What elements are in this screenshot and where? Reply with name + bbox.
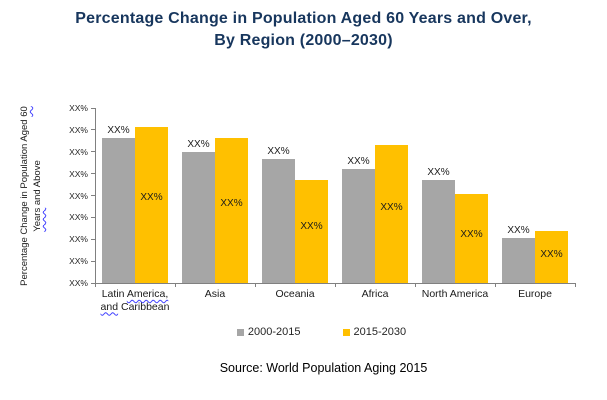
y-axis-tick-label: XX% bbox=[69, 124, 88, 135]
source-text: Source: World Population Aging 2015 bbox=[219, 361, 428, 375]
x-axis-label-line: Oceania bbox=[249, 288, 341, 301]
y-axis-title-line1: Percentage Change in Population Aged 60 bbox=[18, 101, 31, 291]
y-axis-title-line2: Years and Above bbox=[31, 101, 44, 291]
legend: 2000-2015 2015-2030 bbox=[18, 326, 607, 338]
y-axis-tick bbox=[91, 151, 95, 153]
legend-swatch-2000-2015 bbox=[236, 328, 244, 336]
bar-label-2015-2030-europe: XX% bbox=[540, 249, 563, 261]
y-axis-tick-label: XX% bbox=[69, 256, 88, 267]
x-axis-label-asia: Asia bbox=[169, 288, 261, 301]
x-axis-label-line: North America bbox=[409, 288, 501, 301]
x-axis-tick bbox=[335, 283, 336, 287]
bar-label-2000-2015-asia: XX% bbox=[187, 138, 210, 150]
y-axis-tick-label: XX% bbox=[69, 146, 88, 157]
chart-title-line2: By Region (2000–2030) bbox=[214, 32, 393, 49]
y-axis-tick bbox=[91, 282, 95, 284]
bar-2015-2030-oceania bbox=[295, 179, 328, 283]
bar-2000-2015-north-america bbox=[422, 179, 455, 283]
bar-label-2000-2015-latin-america-and-caribbean: XX% bbox=[107, 124, 130, 136]
bar-2015-2030-africa bbox=[375, 144, 408, 283]
x-axis-tick bbox=[175, 283, 176, 287]
y-axis-title-text-underlined: 60 bbox=[19, 106, 30, 117]
x-axis-label-text: North America bbox=[421, 288, 489, 300]
chart-title-line1: Percentage Change in Population Aged 60 … bbox=[75, 10, 532, 27]
y-axis-tick bbox=[91, 260, 95, 262]
bar-2000-2015-latin-america-and-caribbean bbox=[102, 137, 135, 283]
y-axis-tick bbox=[91, 129, 95, 131]
x-axis-line bbox=[92, 283, 576, 284]
x-axis-label-europe: Europe bbox=[489, 288, 581, 301]
x-axis-label-line: and Caribbean bbox=[89, 301, 181, 314]
x-axis-label-text: Asia bbox=[204, 288, 226, 300]
x-axis-label-text: Latin bbox=[101, 288, 127, 300]
y-axis-tick bbox=[91, 195, 95, 196]
x-axis-label-text: Africa bbox=[361, 288, 389, 300]
y-axis-tick-label: XX% bbox=[69, 234, 88, 245]
y-axis-title-text: and Above bbox=[32, 160, 43, 208]
x-axis-tick bbox=[255, 283, 256, 287]
x-axis-label-text: Europe bbox=[518, 288, 552, 300]
y-axis-title-text-underlined: Years bbox=[32, 207, 43, 232]
bar-2000-2015-oceania bbox=[262, 158, 295, 283]
legend-item-2000-2015: 2000-2015 bbox=[236, 326, 301, 338]
bar-2000-2015-asia bbox=[182, 151, 215, 283]
bar-label-2000-2015-oceania: XX% bbox=[267, 145, 290, 157]
x-axis-tick bbox=[495, 283, 496, 287]
legend-label-2000-2015: 2000-2015 bbox=[247, 326, 301, 338]
bar-2000-2015-africa bbox=[342, 169, 375, 283]
x-axis-tick bbox=[575, 283, 576, 287]
x-axis-label-text-underlined: America, bbox=[126, 288, 169, 300]
bar-label-2015-2030-north-america: XX% bbox=[460, 228, 483, 240]
y-axis-tick bbox=[91, 107, 95, 109]
bar-label-2015-2030-oceania: XX% bbox=[300, 221, 323, 233]
y-axis-tick bbox=[91, 216, 95, 218]
y-axis-tick-label: XX% bbox=[69, 278, 88, 288]
x-axis-label-north-america: North America bbox=[409, 288, 501, 301]
bar-label-2000-2015-north-america: XX% bbox=[427, 166, 450, 178]
bar-label-2000-2015-europe: XX% bbox=[507, 224, 530, 236]
x-axis-label-oceania: Oceania bbox=[249, 288, 341, 301]
y-axis-tick bbox=[91, 238, 95, 240]
y-axis-line bbox=[95, 108, 96, 284]
bar-label-2015-2030-asia: XX% bbox=[220, 198, 243, 210]
x-axis-tick bbox=[415, 283, 416, 287]
y-axis-tick-label: XX% bbox=[69, 103, 88, 113]
x-axis-label-latin-america-and-caribbean: Latin America, and Caribbean bbox=[89, 288, 181, 313]
legend-item-2015-2030: 2015-2030 bbox=[342, 326, 407, 338]
y-axis-tick-label: XX% bbox=[69, 168, 88, 179]
bar-2015-2030-north-america bbox=[455, 193, 488, 283]
bar-2000-2015-europe bbox=[502, 237, 535, 283]
x-axis-label-line: Latin America, bbox=[89, 288, 181, 301]
bar-2015-2030-asia bbox=[215, 137, 248, 283]
y-axis-title-text: Percentage Change in Population Aged bbox=[19, 116, 30, 286]
y-axis-tick-label: XX% bbox=[69, 212, 88, 223]
bar-2015-2030-europe bbox=[535, 230, 568, 283]
x-axis-tick bbox=[95, 283, 96, 287]
legend-label-2015-2030: 2015-2030 bbox=[353, 326, 407, 338]
x-axis-label-text: Caribbean bbox=[118, 300, 170, 313]
chart-title: Percentage Change in Population Aged 60 … bbox=[0, 8, 607, 52]
x-axis-label-text: Oceania bbox=[275, 288, 315, 300]
y-axis-tick-label: XX% bbox=[69, 190, 88, 201]
bar-label-2015-2030-latin-america-and-caribbean: XX% bbox=[140, 192, 163, 204]
x-axis-label-africa: Africa bbox=[329, 288, 421, 301]
x-axis-label-line: Africa bbox=[329, 288, 421, 301]
y-axis-tick bbox=[91, 173, 95, 175]
legend-swatch-2015-2030 bbox=[342, 328, 350, 336]
bar-2015-2030-latin-america-and-caribbean bbox=[135, 127, 168, 283]
bar-label-2015-2030-africa: XX% bbox=[380, 201, 403, 213]
x-axis-label-line: Europe bbox=[489, 288, 581, 301]
y-axis-title: Percentage Change in Population Aged 60 … bbox=[18, 101, 44, 291]
x-axis-label-text-underlined: and bbox=[100, 300, 119, 313]
x-axis-label-line: Asia bbox=[169, 288, 261, 301]
bar-label-2000-2015-africa: XX% bbox=[347, 156, 370, 168]
